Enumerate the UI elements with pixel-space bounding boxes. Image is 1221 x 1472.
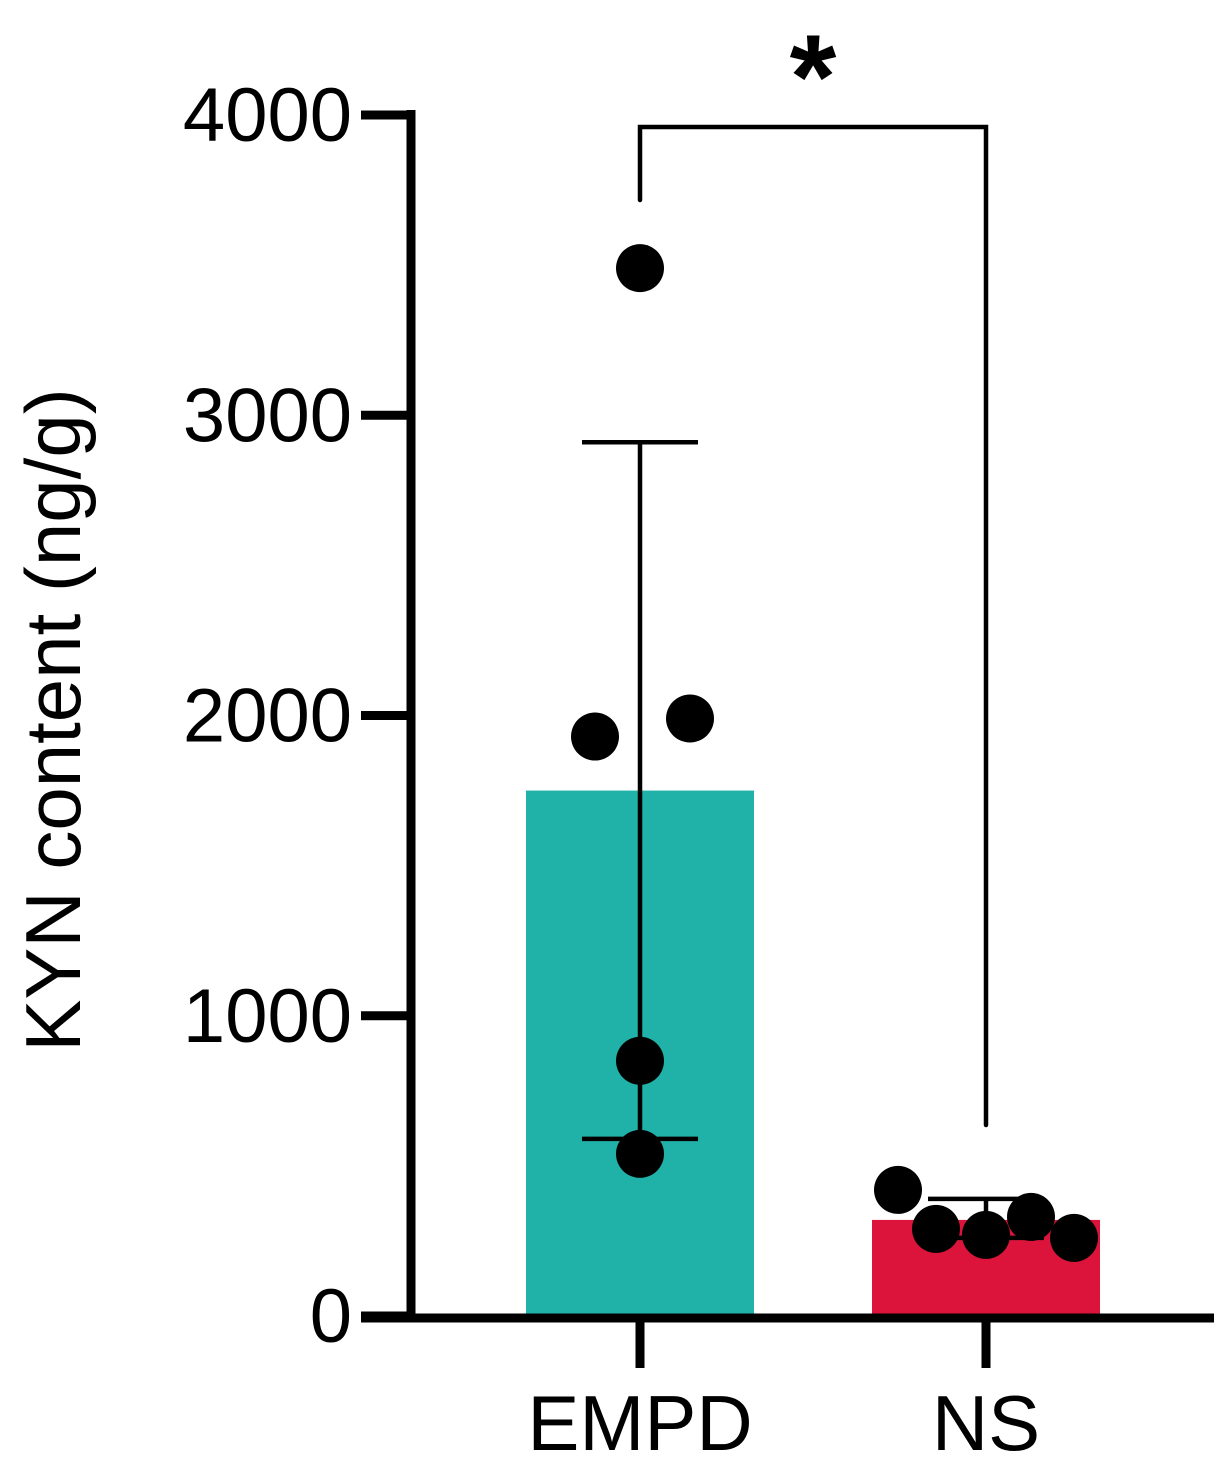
data-points <box>571 244 1098 1262</box>
data-point-empd-3 <box>666 694 714 743</box>
significance-bracket-line <box>637 124 989 1128</box>
x-tick-label-empd: EMPD <box>527 1379 752 1467</box>
y-tick-label-2000: 2000 <box>183 674 352 759</box>
data-point-empd-4 <box>616 1036 664 1085</box>
y-tick-label-0: 0 <box>310 1274 352 1359</box>
data-point-ns-4 <box>1007 1192 1055 1241</box>
data-point-empd-5 <box>616 1129 664 1178</box>
data-point-empd-1 <box>616 244 664 293</box>
data-point-ns-3 <box>962 1210 1010 1259</box>
y-tick-label-4000: 4000 <box>183 73 352 158</box>
data-point-ns-2 <box>912 1204 960 1253</box>
significance-star: * <box>790 10 837 144</box>
data-point-empd-2 <box>571 712 619 761</box>
x-tick-label-ns: NS <box>932 1379 1040 1467</box>
significance-bracket: * <box>637 10 989 1128</box>
data-point-ns-1 <box>874 1165 922 1214</box>
y-axis-label: KYN content (ng/g) <box>9 388 97 1051</box>
y-tick-label-3000: 3000 <box>183 373 352 458</box>
y-tick-label-1000: 1000 <box>183 974 352 1059</box>
data-point-ns-5 <box>1050 1213 1098 1262</box>
axes: 0 1000 2000 3000 4000 EMPD NS <box>183 73 1214 1467</box>
